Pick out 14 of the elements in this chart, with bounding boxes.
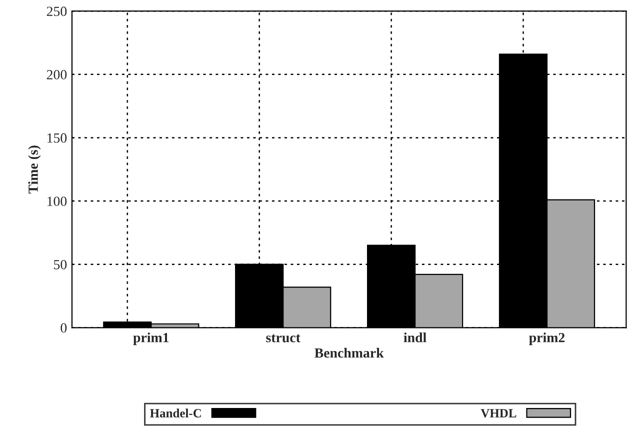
x-tick-label: prim1 [133,332,169,346]
x-tick-label: prim2 [529,332,565,346]
y-tick-label: 250 [46,6,67,16]
y-tick-label: 50 [54,260,67,270]
x-tick-label: struct [266,334,300,342]
y-tick-label: 0 [60,323,67,333]
legend-label: VHDL [480,409,516,418]
y-tick-label: 100 [48,196,67,206]
legend-label: Handel-C [150,408,201,418]
y-tick-label: 200 [46,70,67,80]
y-axis-title: Time (s) [28,146,41,194]
x-tick-label: indl [404,332,426,342]
y-tick-label: 150 [48,133,67,143]
x-axis-title: Benchmark [314,348,384,358]
